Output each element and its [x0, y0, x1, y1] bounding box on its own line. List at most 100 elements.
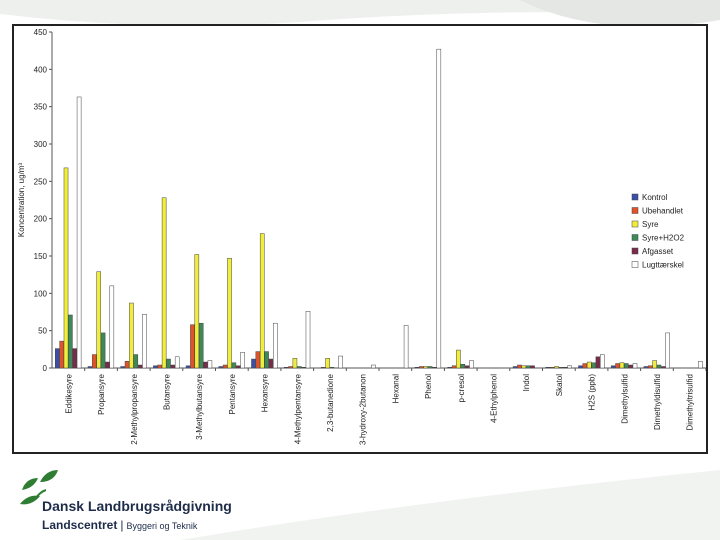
category-label: Dimethyltrisulfid	[686, 374, 695, 430]
bar	[218, 366, 224, 369]
bar	[133, 354, 139, 369]
bar	[338, 355, 343, 369]
bar	[255, 351, 261, 369]
bar	[432, 367, 437, 369]
y-tick-label: 350	[34, 103, 48, 112]
grouped-bar-chart: 0 50 100 150 200 250 300 350 400 450 Koncentration…	[17, 28, 706, 445]
y-tick-label: 50	[38, 327, 47, 336]
org-subtitle: Landscentret | Byggeri og Teknik	[42, 516, 197, 534]
bar	[153, 365, 158, 369]
bar	[624, 363, 629, 369]
bar	[124, 361, 130, 369]
y-tick-label: 450	[34, 28, 48, 37]
legend-swatch	[631, 234, 639, 241]
y-tick-label: 400	[34, 65, 48, 74]
y-tick-label: 300	[34, 140, 48, 149]
bar	[301, 367, 306, 369]
bar	[120, 366, 125, 369]
category-label: Pentansyre	[228, 373, 237, 414]
category-label: Indol	[522, 374, 531, 392]
bar	[656, 364, 662, 369]
org-dept: Landscentret	[42, 518, 118, 532]
category-label: 2,3-butanedione	[326, 373, 335, 431]
bar	[600, 354, 605, 369]
bar	[628, 364, 633, 369]
bar	[198, 322, 204, 369]
category-label: Hexanal	[391, 374, 400, 404]
bar	[137, 364, 143, 369]
legend-swatch	[631, 261, 639, 268]
bar	[591, 362, 596, 369]
bar	[227, 257, 232, 369]
legend-label: Ubehandlet	[642, 207, 684, 216]
y-axis-label: Koncentration, ug/m³	[17, 163, 26, 238]
bar	[582, 363, 588, 369]
bar	[512, 366, 518, 369]
bar	[329, 367, 335, 369]
bar	[305, 311, 311, 369]
org-separator: |	[120, 518, 124, 532]
bar	[456, 349, 461, 369]
bar	[460, 364, 466, 369]
bar	[235, 365, 241, 369]
bar	[558, 367, 564, 369]
bar	[521, 365, 527, 369]
legend-swatch	[631, 247, 639, 255]
category-label: Eddikesyre	[64, 373, 73, 413]
bar	[661, 366, 666, 369]
bar	[414, 367, 420, 369]
y-tick-label: 200	[34, 215, 48, 224]
category-label: Butansyre	[162, 373, 171, 410]
category-label: Dimethyldisulfid	[653, 374, 662, 430]
bar	[643, 366, 649, 369]
bar	[259, 233, 265, 369]
bar	[222, 364, 228, 369]
bar	[185, 365, 191, 369]
bar	[554, 366, 559, 369]
bar	[157, 364, 163, 369]
bar	[586, 361, 592, 369]
bar	[665, 332, 670, 369]
bar	[451, 365, 457, 369]
bar	[100, 332, 106, 369]
bar	[403, 325, 409, 369]
bar	[203, 361, 208, 369]
category-label: Skatol	[555, 374, 564, 396]
bar	[423, 366, 429, 369]
bar	[652, 360, 657, 369]
bar	[68, 314, 73, 369]
bar	[297, 366, 302, 369]
bar	[545, 367, 551, 369]
bar	[427, 366, 433, 369]
bar	[292, 358, 298, 369]
bar	[96, 271, 102, 369]
bar	[615, 363, 620, 369]
bar	[469, 360, 474, 369]
legend-swatch	[631, 193, 639, 201]
bar	[567, 365, 572, 369]
bar	[109, 285, 115, 369]
bar	[288, 366, 293, 369]
category-label: Dimethylsulfid	[620, 374, 629, 424]
bar	[371, 364, 376, 369]
bar	[170, 364, 176, 369]
category-label: Phenol	[424, 374, 433, 399]
bar	[59, 340, 64, 369]
bar	[207, 360, 213, 369]
bar	[595, 356, 601, 369]
category-label: 4-Ethylphenol	[489, 374, 498, 423]
bar	[549, 367, 555, 369]
legend-label: Lugttærskel	[642, 261, 684, 270]
chart-frame: 0 50 100 150 200 250 300 350 400 450 Koncentration…	[12, 24, 708, 454]
leaf-logo-icon	[20, 470, 58, 505]
legend-label: Syre	[642, 220, 659, 229]
bar	[419, 366, 424, 369]
y-tick-label: 100	[34, 289, 48, 298]
bar	[517, 364, 522, 369]
bar	[268, 358, 274, 369]
y-tick-label: 250	[34, 177, 48, 186]
legend-label: Kontrol	[642, 193, 668, 202]
legend-label: Syre+H2O2	[642, 234, 685, 243]
bar	[325, 358, 330, 369]
